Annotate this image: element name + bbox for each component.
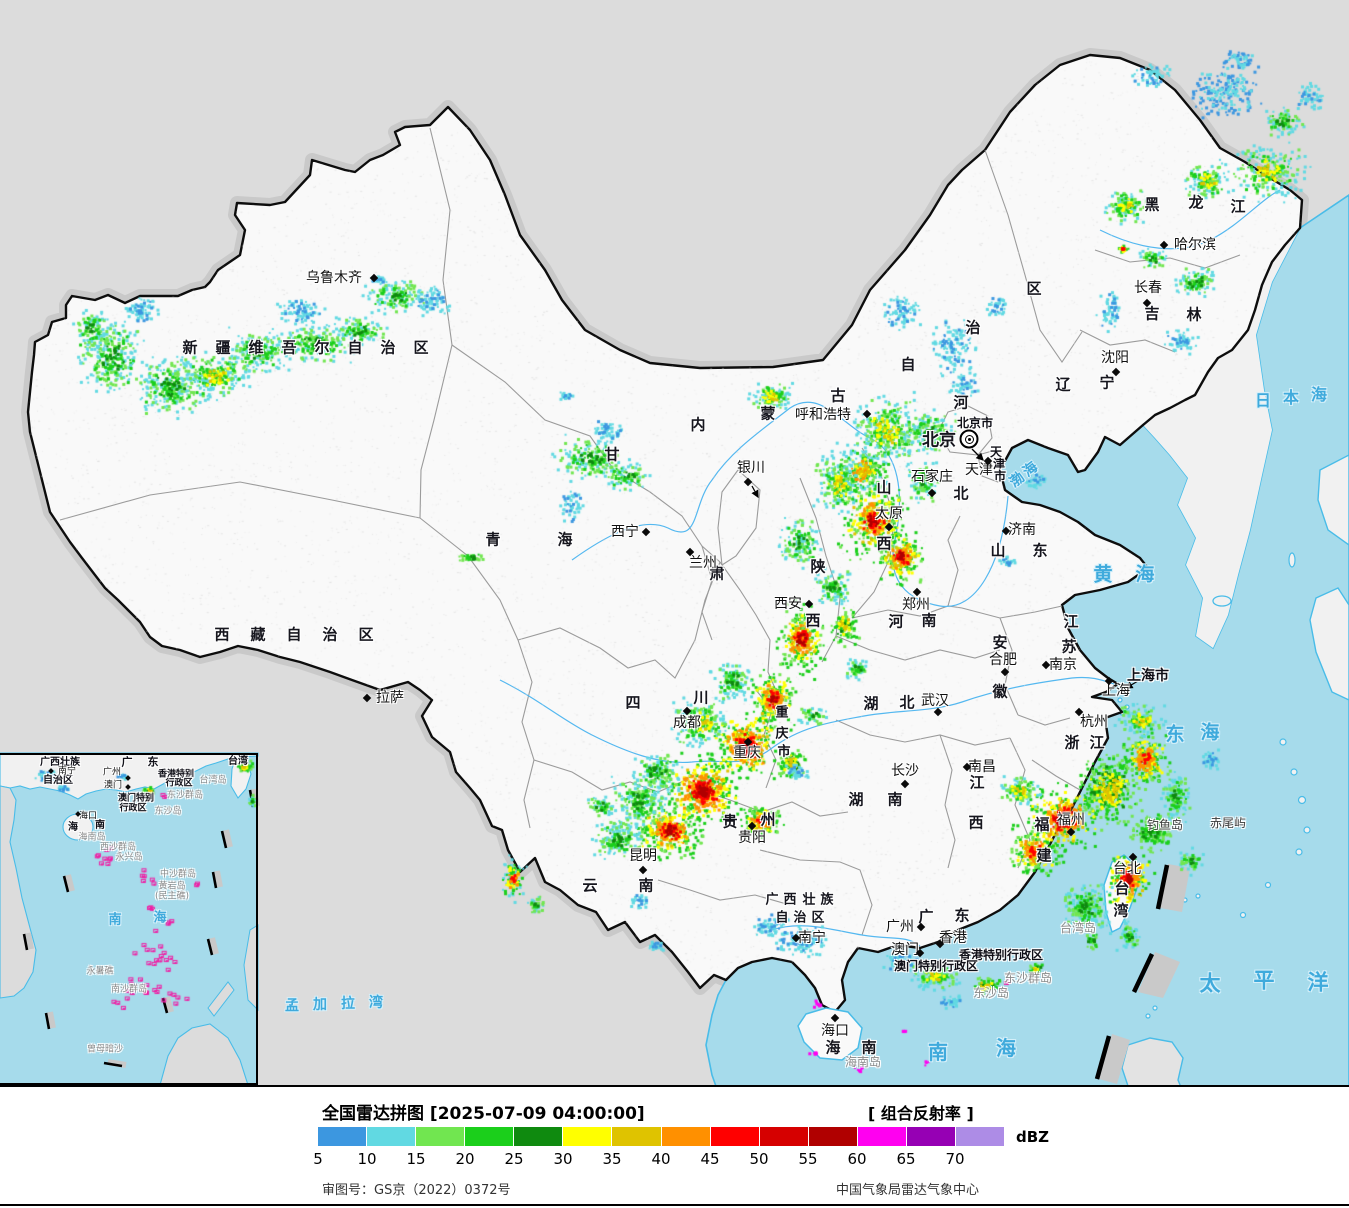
china-radar-map: 黑龙江吉林辽宁内蒙古自治区新疆维吾尔自治区西藏自治区青海甘肃陕西山西河北山东河南… <box>0 0 1349 1085</box>
colorbar-segment <box>318 1127 368 1146</box>
reflectivity-colorbar <box>318 1127 1005 1146</box>
small-island <box>1147 820 1153 826</box>
colorbar-segment <box>514 1127 564 1146</box>
colorbar-tick: 10 <box>357 1150 377 1168</box>
small-island <box>1154 817 1160 823</box>
colorbar-segment <box>906 1127 957 1146</box>
colorbar-tick: 35 <box>602 1150 622 1168</box>
inset-dash-shadow <box>209 937 219 955</box>
colorbar-tick: 50 <box>749 1150 769 1168</box>
small-island <box>1297 795 1307 805</box>
small-island <box>1239 911 1247 919</box>
small-island <box>1264 881 1272 889</box>
colorbar-tick: 45 <box>700 1150 720 1168</box>
map-title: 全国雷达拼图 [2025-07-09 04:00:00] <box>322 1104 645 1124</box>
colorbar-segment <box>808 1127 858 1146</box>
colorbar-tick: 55 <box>798 1150 818 1168</box>
basemap-svg <box>0 48 1349 1085</box>
colorbar-segment <box>759 1127 809 1146</box>
small-island <box>1279 738 1287 746</box>
colorbar-segment <box>563 1127 613 1146</box>
small-island <box>1145 1013 1151 1019</box>
product-label: [ 组合反射率 ] <box>868 1104 974 1123</box>
luzon-landmass <box>1121 1037 1184 1085</box>
jeju-island <box>1212 595 1232 607</box>
inset-dash-shadow <box>25 932 34 950</box>
small-island <box>1195 893 1201 899</box>
colorbar-tick: 15 <box>406 1150 426 1168</box>
small-island <box>1152 1005 1158 1011</box>
colorbar-segment <box>465 1127 515 1146</box>
inset-dash-shadow <box>223 829 233 848</box>
small-island <box>1295 848 1303 856</box>
colorbar-segment <box>612 1127 662 1146</box>
colorbar-segment <box>956 1127 1005 1146</box>
license-number: 审图号：GS京（2022）0372号 <box>322 1183 511 1198</box>
colorbar-tick: 65 <box>896 1150 916 1168</box>
page-bottom-border <box>0 1204 1349 1206</box>
colorbar-segment <box>416 1127 466 1146</box>
small-island <box>1117 697 1123 703</box>
colorbar-segment <box>367 1127 417 1146</box>
colorbar-tick: 70 <box>945 1150 965 1168</box>
legend-panel: 全国雷达拼图 [2025-07-09 04:00:00] [ 组合反射率 ] d… <box>0 1087 1349 1204</box>
inset-dash-shadow <box>251 788 260 807</box>
colorbar-segment <box>857 1127 907 1146</box>
colorbar-tick: 60 <box>847 1150 867 1168</box>
inset-dash-shadow <box>164 996 174 1013</box>
colorbar-tick: 25 <box>504 1150 524 1168</box>
colorbar-tick: 40 <box>651 1150 671 1168</box>
small-island <box>1303 826 1311 834</box>
colorbar-segment <box>661 1127 711 1146</box>
inset-dash-shadow <box>214 870 223 888</box>
map-bottom-border <box>0 1085 1349 1087</box>
small-island <box>1124 704 1130 710</box>
tsushima-island <box>1288 552 1296 568</box>
inset-dash-shadow <box>65 874 75 892</box>
colorbar-tick: 5 <box>313 1150 323 1168</box>
inset-dash-shadow <box>47 1011 56 1029</box>
colorbar-tick: 20 <box>455 1150 475 1168</box>
small-island <box>1290 768 1298 776</box>
colorbar-segment <box>710 1127 760 1146</box>
inset-hainan <box>62 813 94 841</box>
colorbar-tick: 30 <box>553 1150 573 1168</box>
agency-credit: 中国气象局雷达气象中心 <box>836 1183 980 1198</box>
unit-label: dBZ <box>1016 1128 1050 1146</box>
